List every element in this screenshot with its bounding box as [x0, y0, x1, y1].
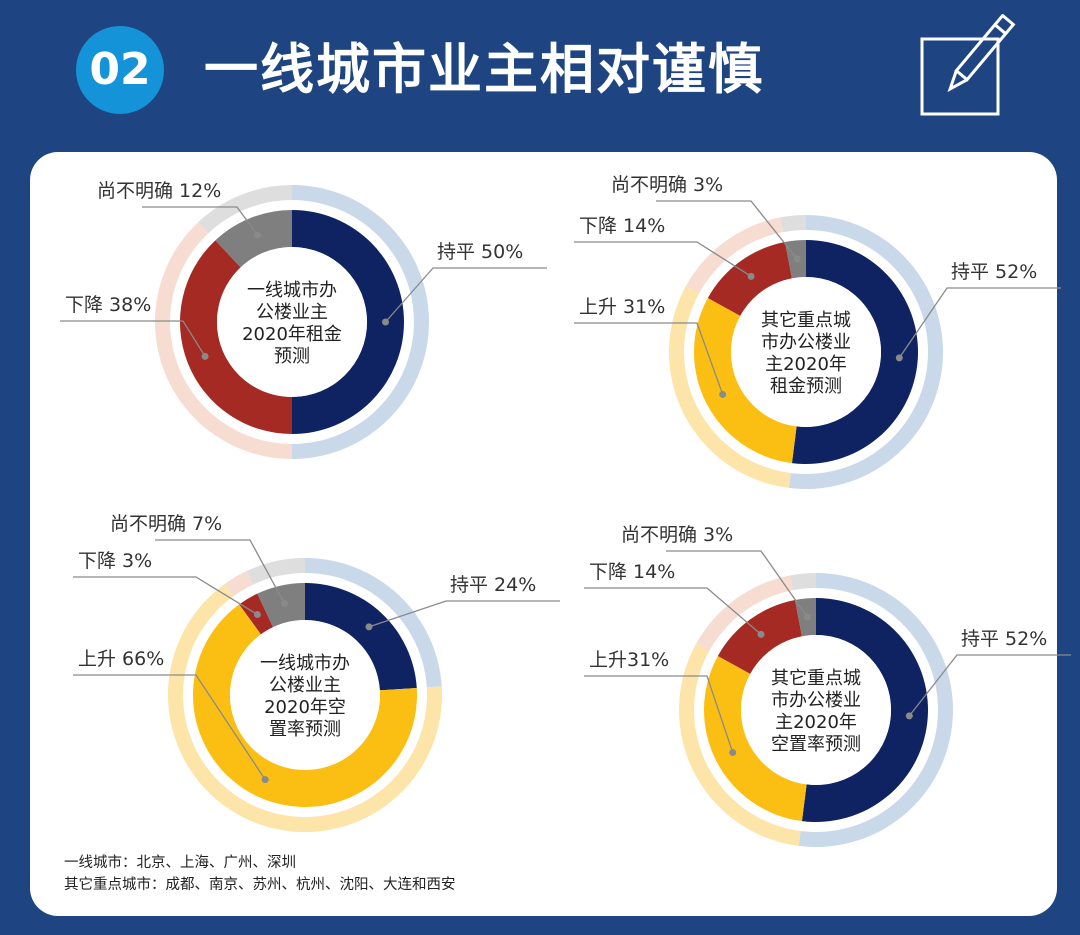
leader-line: [656, 200, 798, 260]
data-label-unclear: 尚不明确 3%: [621, 524, 733, 546]
data-label-fall: 下降 14%: [579, 215, 665, 237]
slice-outer-flat: [305, 558, 442, 688]
leader-line: [385, 267, 547, 323]
center-label-line: 2020年租金: [242, 324, 342, 345]
center-label-line: 租金预测: [770, 376, 842, 397]
donut-hole: [731, 277, 881, 427]
section-number-badge: 02: [76, 26, 164, 114]
data-label-unclear: 尚不明确 3%: [611, 174, 723, 196]
slice-outer-unclear: [790, 573, 816, 591]
center-label-line: 置率预测: [269, 719, 341, 740]
data-label-fall: 下降 38%: [65, 294, 151, 316]
data-label-flat: 持平 50%: [437, 241, 523, 263]
center-label-line: 一线城市办: [260, 653, 350, 674]
center-label-line: 市办公楼业: [771, 690, 861, 711]
slice-outer-flat: [292, 185, 429, 459]
center-label-line: 市办公楼业: [761, 332, 851, 353]
slice-rise: [193, 604, 417, 808]
leader-line: [60, 320, 206, 357]
center-label-line: 主2020年: [775, 712, 857, 733]
leader-line: [155, 539, 286, 605]
center-label-line: 其它重点城: [761, 310, 851, 331]
slice-fall: [179, 240, 292, 434]
slice-rise: [704, 656, 807, 822]
footnotes: 一线城市：北京、上海、广州、深圳 其它重点城市：成都、南京、苏州、杭州、沈阳、大…: [64, 852, 456, 896]
leader-line: [73, 576, 258, 616]
slice-outer-fall: [695, 575, 794, 652]
slice-outer-fall: [155, 222, 292, 459]
leader-line: [898, 287, 1061, 359]
data-label-fall: 下降 14%: [589, 561, 675, 583]
center-label-line: 一线城市办: [247, 280, 337, 301]
slice-rise: [693, 298, 797, 464]
leader-line: [142, 206, 259, 236]
leader-line: [584, 675, 734, 753]
slice-outer-rise: [669, 285, 791, 488]
slice-outer-fall: [685, 217, 784, 294]
center-label-line: 预测: [274, 346, 310, 367]
data-label-rise: 上升31%: [589, 649, 669, 671]
center-label-line: 空置率预测: [771, 734, 861, 755]
leader-line: [584, 587, 762, 635]
data-label-rise: 上升 66%: [78, 648, 164, 670]
slice-flat: [292, 210, 404, 434]
slice-outer-unclear: [780, 215, 806, 233]
slice-flat: [791, 240, 918, 465]
slice-outer-fall: [224, 571, 254, 597]
slice-outer-unclear: [198, 185, 292, 234]
slice-outer-unclear: [246, 558, 305, 585]
data-label-flat: 持平 52%: [951, 261, 1037, 283]
donut-hole: [741, 635, 891, 785]
center-label-line: 公楼业主: [256, 302, 328, 323]
center-label-line: 主2020年: [765, 354, 847, 375]
page-title: 一线城市业主相对谨慎: [204, 38, 764, 101]
data-label-unclear: 尚不明确 7%: [110, 513, 222, 535]
slice-outer-rise: [678, 643, 801, 846]
slice-flat: [801, 598, 929, 822]
leader-line: [73, 674, 266, 780]
donut-hole: [230, 620, 380, 770]
slice-unclear: [257, 583, 305, 628]
leader-line: [908, 654, 1071, 717]
center-label-line: 其它重点城: [771, 668, 861, 689]
leader-line: [368, 600, 560, 628]
donut-hole: [217, 247, 367, 397]
header: 02 一线城市业主相对谨慎: [0, 0, 1080, 150]
data-label-rise: 上升 31%: [579, 296, 665, 318]
footnote-tier1-cities: 一线城市：北京、上海、广州、深圳: [64, 855, 296, 871]
data-label-unclear: 尚不明确 12%: [97, 180, 221, 202]
center-label-line: 2020年空: [264, 697, 346, 718]
leader-line: [666, 550, 808, 618]
slice-unclear: [215, 210, 292, 268]
leader-line: [574, 241, 752, 277]
data-label-flat: 持平 52%: [961, 628, 1047, 650]
data-label-fall: 下降 3%: [78, 550, 152, 572]
leader-line: [574, 322, 724, 395]
edit-note-icon: [920, 14, 1016, 116]
slice-flat: [305, 583, 417, 691]
center-label-line: 公楼业主: [269, 675, 341, 696]
data-label-flat: 持平 24%: [450, 574, 536, 596]
footnote-other-cities: 其它重点城市：成都、南京、苏州、杭州、沈阳、大连和西安: [64, 877, 456, 893]
